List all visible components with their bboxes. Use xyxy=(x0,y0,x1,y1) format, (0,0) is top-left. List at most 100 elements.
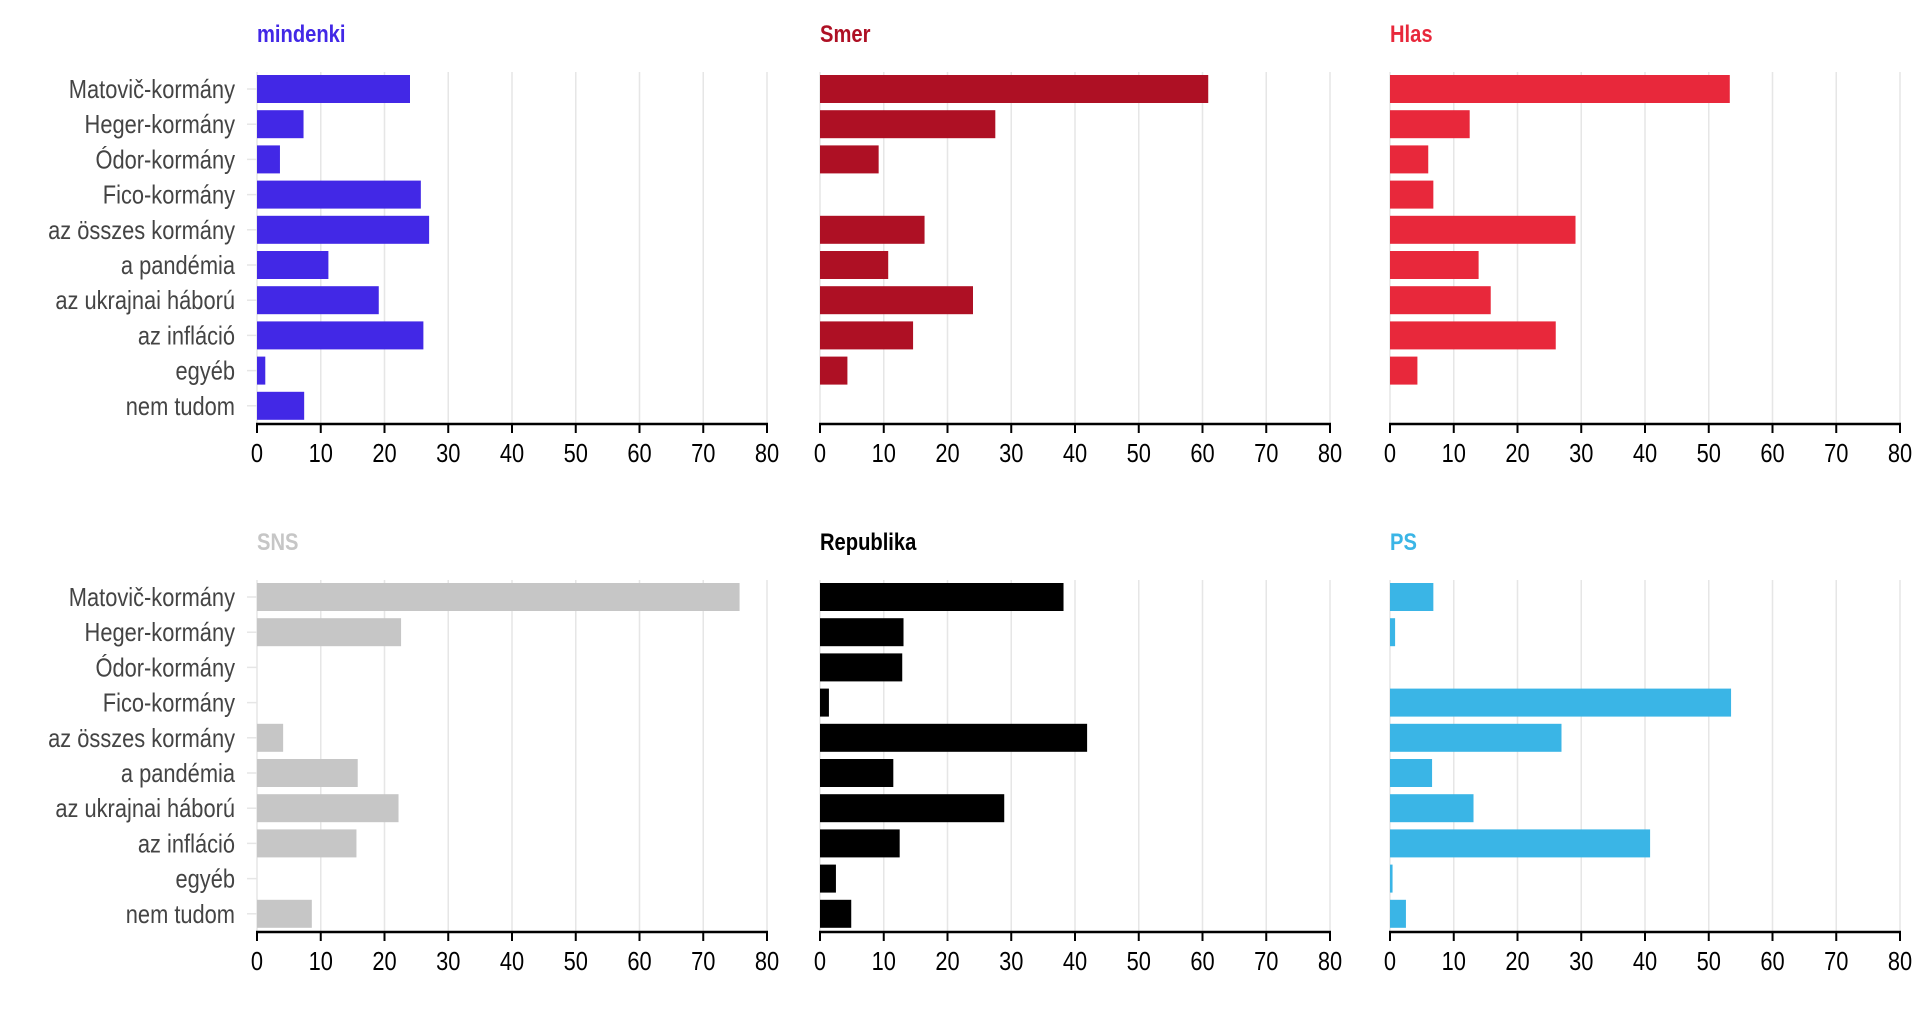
x-tick-label: 40 xyxy=(1633,947,1657,976)
category-label-wrap: az infláció xyxy=(138,322,235,351)
panel-title: SNS xyxy=(257,528,298,555)
category-label-wrap: Matovič-kormány xyxy=(69,583,235,612)
x-tick-label-wrap: 40 xyxy=(500,947,524,976)
bar xyxy=(1390,864,1393,893)
x-tick-label: 80 xyxy=(1888,947,1912,976)
x-tick-label-wrap: 20 xyxy=(1505,439,1529,468)
bar xyxy=(1390,794,1474,823)
bar xyxy=(257,759,358,787)
x-tick-label: 10 xyxy=(1442,947,1466,976)
bar xyxy=(1390,829,1651,858)
x-tick-label: 70 xyxy=(1254,947,1278,976)
category-label-wrap: nem tudom xyxy=(126,900,235,929)
panel-title-wrap: mindenki xyxy=(257,20,345,47)
x-tick-label: 40 xyxy=(500,439,524,468)
category-label: nem tudom xyxy=(126,900,235,929)
category-label-wrap: a pandémia xyxy=(121,759,236,788)
x-tick-label-wrap: 50 xyxy=(564,439,588,468)
x-tick-label-wrap: 0 xyxy=(251,439,263,468)
bar xyxy=(1390,286,1491,315)
bar xyxy=(820,618,904,647)
bar xyxy=(820,794,1005,823)
x-tick-label-wrap: 60 xyxy=(1190,439,1214,468)
x-tick-label: 80 xyxy=(1318,439,1342,468)
x-tick-label: 60 xyxy=(627,947,651,976)
x-tick-label: 70 xyxy=(1824,947,1848,976)
bar xyxy=(1390,759,1433,787)
x-tick-label-wrap: 30 xyxy=(1569,439,1593,468)
x-tick-label-wrap: 50 xyxy=(564,947,588,976)
bar xyxy=(1390,899,1406,928)
x-tick-label-wrap: 10 xyxy=(309,947,333,976)
bar xyxy=(1390,251,1479,279)
bar xyxy=(257,286,379,315)
x-tick-label: 30 xyxy=(436,439,460,468)
category-label-wrap: az ukrajnai háború xyxy=(55,794,235,823)
x-tick-label: 10 xyxy=(872,439,896,468)
bar xyxy=(820,759,894,787)
x-tick-label-wrap: 0 xyxy=(1384,439,1396,468)
x-tick-label-wrap: 50 xyxy=(1127,439,1151,468)
panel-title: Republika xyxy=(820,528,917,555)
category-label-wrap: a pandémia xyxy=(121,251,236,280)
x-tick-label: 40 xyxy=(500,947,524,976)
bar xyxy=(257,321,424,350)
bar xyxy=(1390,356,1418,385)
category-label: Fico-kormány xyxy=(103,689,235,718)
bar xyxy=(257,145,280,174)
x-tick-label: 10 xyxy=(309,439,333,468)
bar xyxy=(1390,75,1730,103)
x-tick-label-wrap: 80 xyxy=(1318,439,1342,468)
panel-title: PS xyxy=(1390,528,1417,555)
category-label: az ukrajnai háború xyxy=(55,794,235,823)
category-label-wrap: egyéb xyxy=(176,865,235,894)
x-tick-label: 30 xyxy=(436,947,460,976)
bar xyxy=(257,829,357,858)
x-tick-label: 70 xyxy=(1824,439,1848,468)
x-tick-label-wrap: 80 xyxy=(755,439,779,468)
category-label: nem tudom xyxy=(126,392,235,421)
x-tick-label: 60 xyxy=(1190,947,1214,976)
bar xyxy=(257,75,410,103)
category-label-wrap: az infláció xyxy=(138,830,235,859)
bar xyxy=(257,110,304,139)
bar xyxy=(1390,688,1732,717)
x-tick-label: 30 xyxy=(999,947,1023,976)
x-tick-label: 50 xyxy=(564,439,588,468)
x-tick-label-wrap: 0 xyxy=(814,439,826,468)
x-tick-label: 0 xyxy=(251,947,263,976)
category-label: az ukrajnai háború xyxy=(55,286,235,315)
x-tick-label: 50 xyxy=(1127,439,1151,468)
panel-title-wrap: SNS xyxy=(257,528,298,555)
x-tick-label-wrap: 50 xyxy=(1127,947,1151,976)
x-tick-label: 10 xyxy=(309,947,333,976)
x-tick-label-wrap: 70 xyxy=(1254,439,1278,468)
x-tick-label-wrap: 60 xyxy=(627,439,651,468)
x-tick-label-wrap: 60 xyxy=(1760,439,1784,468)
x-tick-label-wrap: 30 xyxy=(436,439,460,468)
bar xyxy=(1390,583,1434,611)
x-tick-label-wrap: 60 xyxy=(1760,947,1784,976)
bar xyxy=(1390,180,1434,209)
x-tick-label-wrap: 30 xyxy=(1569,947,1593,976)
bar xyxy=(820,723,1088,752)
x-tick-label-wrap: 20 xyxy=(1505,947,1529,976)
x-tick-label-wrap: 50 xyxy=(1697,947,1721,976)
panel-sns: SNS 0 10 20 30 40 50 60 70 80 Matovič-kormány Heger… xyxy=(48,528,779,976)
category-label-wrap: az összes kormány xyxy=(48,216,235,245)
x-tick-label-wrap: 20 xyxy=(372,439,396,468)
x-tick-label-wrap: 30 xyxy=(436,947,460,976)
x-tick-label: 50 xyxy=(1697,439,1721,468)
x-tick-label-wrap: 0 xyxy=(814,947,826,976)
x-tick-label: 10 xyxy=(1442,439,1466,468)
category-label: az infláció xyxy=(138,830,235,859)
x-tick-label: 80 xyxy=(755,947,779,976)
x-tick-label-wrap: 0 xyxy=(1384,947,1396,976)
x-tick-label: 50 xyxy=(1127,947,1151,976)
x-tick-label: 40 xyxy=(1633,439,1657,468)
x-tick-label-wrap: 20 xyxy=(935,439,959,468)
category-label-wrap: az összes kormány xyxy=(48,724,235,753)
bar xyxy=(820,356,848,385)
bar xyxy=(1390,618,1396,647)
